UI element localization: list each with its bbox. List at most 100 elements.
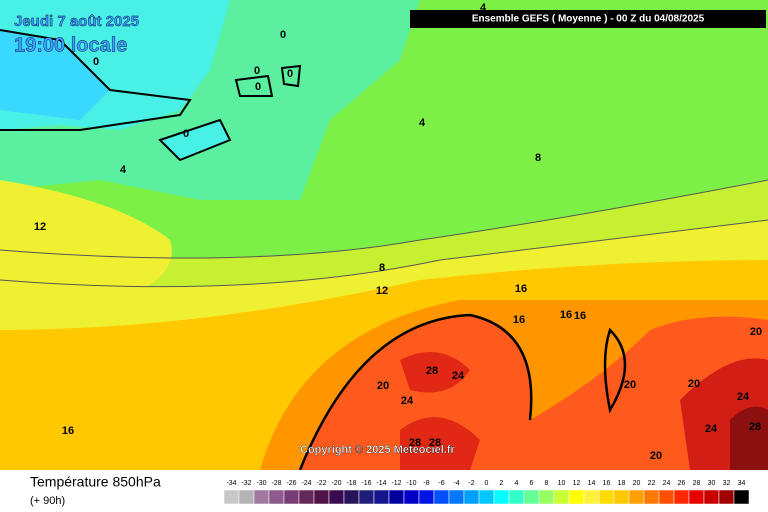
legend-label: 18 <box>618 480 626 487</box>
contour-label: 16 <box>560 309 572 321</box>
legend-label: -10 <box>406 480 416 487</box>
contour-label: 0 <box>254 65 260 77</box>
contour-label: 24 <box>401 395 414 407</box>
legend-label: 30 <box>708 480 716 487</box>
legend-swatch <box>718 489 735 505</box>
contour-label: 4 <box>419 117 426 129</box>
legend-swatch <box>628 489 645 505</box>
model-info: Ensemble GEFS ( Moyenne ) - 00 Z du 04/0… <box>472 14 705 25</box>
legend-label: -8 <box>423 480 429 487</box>
legend-label: 32 <box>723 480 731 487</box>
legend-label: -4 <box>453 480 459 487</box>
contour-label: 28 <box>429 437 441 449</box>
legend-label: 0 <box>485 480 489 487</box>
legend-label: 22 <box>648 480 656 487</box>
legend-label: -12 <box>391 480 401 487</box>
footer-lead: (+ 90h) <box>30 495 65 507</box>
legend-label: -22 <box>316 480 326 487</box>
contour-label: 0 <box>255 81 261 93</box>
legend-swatch <box>568 489 585 505</box>
legend-label: -2 <box>468 480 474 487</box>
footer-title: Température 850hPa <box>30 474 161 490</box>
legend-swatch <box>328 489 345 505</box>
legend-swatch <box>433 489 450 505</box>
contour-label: 4 <box>120 164 127 176</box>
contour-label: 16 <box>574 310 586 322</box>
legend-label: 34 <box>738 480 746 487</box>
legend-label: 2 <box>500 480 504 487</box>
contour-label: 24 <box>452 370 465 382</box>
legend-swatch <box>358 489 375 505</box>
contour-label: 16 <box>515 283 527 295</box>
legend-swatch <box>448 489 465 505</box>
date: Jeudi 7 août 2025 <box>14 13 139 30</box>
contour-label: 12 <box>376 285 388 297</box>
legend-label: -18 <box>346 480 356 487</box>
legend-swatch <box>643 489 660 505</box>
legend-label: 16 <box>603 480 611 487</box>
time: 19:00 locale <box>14 34 127 56</box>
contour-label: 0 <box>280 29 286 41</box>
legend-swatch <box>688 489 705 505</box>
contour-label: 20 <box>750 326 762 338</box>
header-box <box>410 10 766 28</box>
legend-swatch <box>373 489 390 505</box>
legend-label: 4 <box>515 480 519 487</box>
legend-swatch <box>463 489 480 505</box>
legend-swatch <box>298 489 315 505</box>
legend-swatch <box>538 489 555 505</box>
legend-label: 6 <box>530 480 534 487</box>
legend-label: 8 <box>545 480 549 487</box>
legend-swatch <box>238 489 255 505</box>
legend-label: -16 <box>361 480 371 487</box>
contour-label: 0 <box>93 56 99 68</box>
legend-swatch <box>223 489 240 505</box>
legend-label: 28 <box>693 480 701 487</box>
legend-label: -28 <box>271 480 281 487</box>
contour-label: 4 <box>480 2 487 14</box>
legend-label: 10 <box>558 480 566 487</box>
legend-swatch <box>253 489 270 505</box>
legend-swatch <box>598 489 615 505</box>
contour-label: 20 <box>650 450 662 462</box>
legend-swatch <box>283 489 300 505</box>
legend-label: -20 <box>331 480 341 487</box>
contour-label: 0 <box>183 128 189 140</box>
legend-swatch <box>343 489 360 505</box>
legend-label: 26 <box>678 480 686 487</box>
legend-swatch <box>268 489 285 505</box>
contour-label: 12 <box>34 221 46 233</box>
legend-label: -32 <box>241 480 251 487</box>
contour-label: 28 <box>749 421 761 433</box>
contour-label: 24 <box>705 423 718 435</box>
contour-label: 0 <box>287 68 293 80</box>
legend-swatch <box>508 489 525 505</box>
legend-swatch <box>403 489 420 505</box>
legend-label: -26 <box>286 480 296 487</box>
legend-swatch <box>733 489 750 505</box>
legend-label: 12 <box>573 480 581 487</box>
contour-label: 28 <box>426 365 438 377</box>
legend-label: 14 <box>588 480 596 487</box>
legend-label: 20 <box>633 480 641 487</box>
contour-label: 16 <box>62 425 74 437</box>
contour-label: 24 <box>737 391 750 403</box>
legend-swatch <box>658 489 675 505</box>
legend-label: -6 <box>438 480 444 487</box>
contour-label: 20 <box>377 380 389 392</box>
contour-label: 20 <box>624 379 636 391</box>
contour-label: 8 <box>379 262 385 274</box>
contour-label: 8 <box>535 152 541 164</box>
contour-label: 20 <box>688 378 700 390</box>
legend-label: -30 <box>256 480 266 487</box>
contour-label: 28 <box>409 437 421 449</box>
legend-label: -34 <box>226 480 236 487</box>
legend-swatch <box>388 489 405 505</box>
legend-label: -14 <box>376 480 386 487</box>
legend-label: 24 <box>663 480 671 487</box>
legend-swatch <box>523 489 540 505</box>
legend-swatch <box>493 489 510 505</box>
contour-label: 16 <box>513 314 525 326</box>
legend-swatch <box>583 489 600 505</box>
